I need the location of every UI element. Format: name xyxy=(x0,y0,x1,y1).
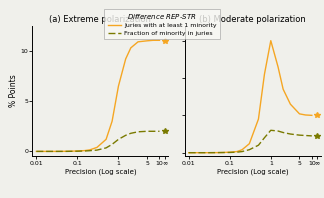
X-axis label: Precision (Log scale): Precision (Log scale) xyxy=(217,168,289,175)
X-axis label: Precision (Log scale): Precision (Log scale) xyxy=(64,168,136,175)
Legend: Juries with at least 1 minority, Fraction of minority in juries: Juries with at least 1 minority, Fractio… xyxy=(104,9,220,39)
Title: (a) Extreme polarization: (a) Extreme polarization xyxy=(50,15,151,24)
Y-axis label: % Points: % Points xyxy=(9,75,18,108)
Title: (b) Moderate polarization: (b) Moderate polarization xyxy=(199,15,306,24)
